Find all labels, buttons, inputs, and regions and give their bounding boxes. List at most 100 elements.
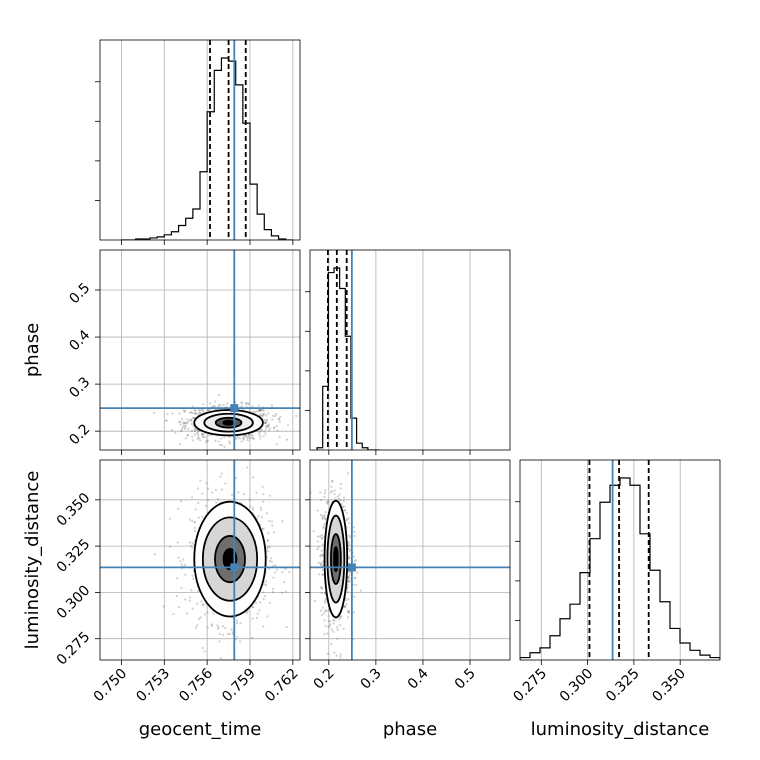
sample-dot <box>186 612 189 615</box>
histogram-steps <box>520 477 720 660</box>
sample-dot <box>318 573 321 576</box>
sample-dot <box>213 405 216 408</box>
truth-point <box>347 563 356 572</box>
sample-dot <box>336 637 339 640</box>
sample-dot <box>218 640 221 643</box>
sample-dot <box>182 424 185 427</box>
sample-dot <box>230 628 233 631</box>
contour-line <box>214 535 246 584</box>
sample-dot <box>268 494 272 497</box>
sample-dot <box>320 587 323 590</box>
sample-dot <box>247 434 250 437</box>
sample-dot <box>265 419 269 422</box>
axis-frame <box>309 459 511 661</box>
sample-dot <box>262 412 265 416</box>
sample-dot <box>212 612 215 615</box>
scatter-panel-geocent_time-luminosity_distance: 0.750 0.753 0.756 0.759 0.762 0.275 0.300 0.325… <box>54 459 302 706</box>
sample-dot <box>190 496 194 499</box>
sample-dot <box>265 414 268 417</box>
sample-dot <box>242 436 245 439</box>
sample-dot <box>187 420 190 423</box>
sample-dot <box>177 606 181 609</box>
sample-dot <box>278 418 281 421</box>
sample-dot <box>198 411 201 415</box>
sample-dot <box>218 632 221 636</box>
sample-dot <box>262 527 265 530</box>
sample-dot <box>316 540 319 543</box>
sample-dot <box>324 489 327 492</box>
sample-dot <box>193 521 197 524</box>
sample-dot <box>346 583 349 586</box>
sample-dot <box>217 626 220 629</box>
sample-dot <box>247 403 250 406</box>
sample-dot <box>211 491 214 494</box>
sample-dot <box>192 577 195 580</box>
sample-dot <box>219 475 222 478</box>
y-tick-label: 0.2 <box>66 421 93 448</box>
sample-dot <box>324 624 327 627</box>
sample-dot <box>198 438 202 442</box>
sample-dot <box>188 418 191 422</box>
sample-dot <box>202 403 205 406</box>
y-tick-label: 0.325 <box>54 536 94 576</box>
histogram-panel-phase <box>305 249 511 455</box>
sample-dot <box>206 611 209 614</box>
sample-dot <box>192 416 195 420</box>
sample-dot <box>174 431 177 434</box>
sample-dot <box>348 548 352 551</box>
sample-dot <box>347 541 350 544</box>
sample-dot <box>275 424 278 428</box>
sample-dot <box>235 437 238 441</box>
sample-dot <box>203 650 206 653</box>
sample-dot <box>333 492 336 496</box>
sample-dot <box>333 619 336 622</box>
axis-frame <box>99 249 301 451</box>
sample-dot <box>347 609 350 612</box>
sample-dot <box>218 393 221 397</box>
sample-dot <box>324 609 327 612</box>
sample-dot <box>196 437 199 440</box>
sample-dot <box>323 619 326 622</box>
x-tick-label: 0.759 <box>219 666 259 706</box>
sample-dot <box>260 428 263 431</box>
x-axis-label-geocent-time: geocent_time <box>139 719 262 740</box>
sample-dot <box>191 574 194 577</box>
sample-dot <box>352 555 356 558</box>
x-tick-label: 0.753 <box>133 666 173 706</box>
sample-dot <box>347 576 350 579</box>
sample-dot <box>333 651 336 654</box>
sample-dot <box>217 440 220 443</box>
sample-dot <box>322 612 326 615</box>
sample-dot <box>178 412 181 415</box>
sample-dot <box>190 589 193 592</box>
sample-dot <box>330 479 334 483</box>
sample-dot <box>284 590 287 593</box>
sample-dot <box>320 564 323 567</box>
sample-dot <box>321 564 325 567</box>
sample-dot <box>263 583 266 586</box>
sample-dot <box>276 429 279 432</box>
sample-dot <box>178 443 182 446</box>
sample-dot <box>217 627 220 630</box>
sample-dot <box>271 524 274 527</box>
sample-dot <box>355 571 359 574</box>
sample-dot <box>319 498 323 502</box>
sample-dot <box>326 652 330 655</box>
sample-dot <box>259 408 262 412</box>
sample-dot <box>271 520 274 523</box>
sample-dot <box>188 596 192 599</box>
sample-dot <box>252 436 255 439</box>
sample-dot <box>181 558 185 561</box>
sample-dot <box>251 434 254 437</box>
sample-dot <box>273 571 276 574</box>
sample-dot <box>176 541 179 544</box>
sample-dot <box>261 528 264 531</box>
sample-dot <box>330 628 334 631</box>
sample-dot <box>348 543 351 546</box>
sample-dot <box>199 479 202 482</box>
sample-dot <box>345 511 348 515</box>
sample-dot <box>198 618 201 621</box>
sample-dot <box>259 414 262 417</box>
sample-dot <box>242 434 246 437</box>
sample-dot <box>184 598 187 601</box>
